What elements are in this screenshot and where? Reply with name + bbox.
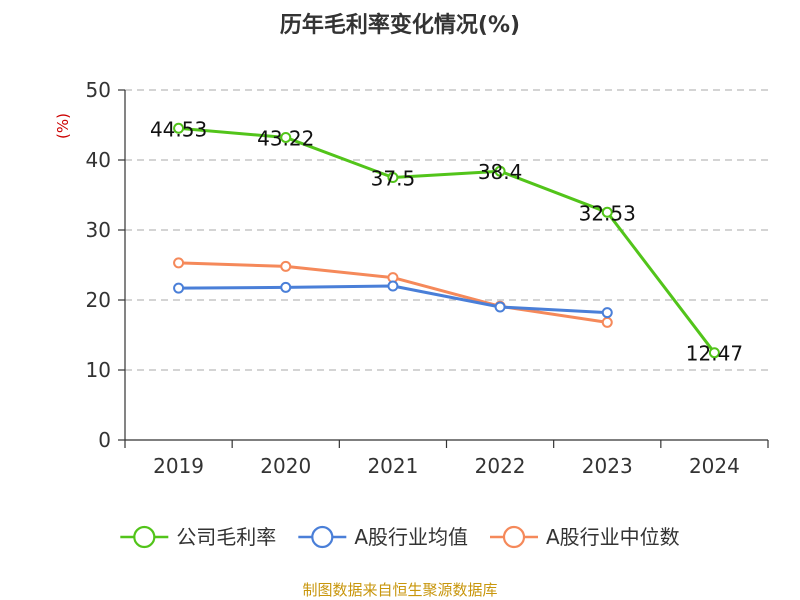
legend-item[interactable]: A股行业均值 [298,525,468,549]
x-tick-label: 2020 [260,454,311,478]
x-tick-label: 2022 [475,454,526,478]
data-labels: 44.53 43.22 37.5 38.4 32.53 12.47 [150,117,743,365]
axes: 0 10 20 30 40 50 2019 2020 2021 2022 2023 2024 [86,78,769,478]
data-point [708,347,720,359]
data-point [601,316,613,328]
x-tick-label: 2024 [689,454,740,478]
y-tick-label: 50 [86,78,111,102]
series-group [173,122,720,359]
legend: 公司毛利率 A股行业均值 A股行业中位数 [120,525,680,549]
legend-item[interactable]: 公司毛利率 [120,525,276,549]
y-tick-label: 20 [86,288,111,312]
legend-marker-icon [502,525,526,549]
data-point [280,260,292,272]
data-point [173,282,185,294]
y-tick-label: 30 [86,218,111,242]
data-label: 43.22 [257,126,314,150]
series-line [178,261,608,324]
data-label: 37.5 [371,167,416,191]
data-label: 12.47 [686,342,743,366]
data-point [280,281,292,293]
y-tick-label: 0 [98,428,111,452]
data-label: 38.4 [478,160,523,184]
data-point [173,257,185,269]
x-tick-label: 2019 [153,454,204,478]
legend-marker-icon [133,525,156,549]
x-tick-label: 2023 [582,454,633,478]
x-tick-label: 2021 [367,454,418,478]
legend-marker-icon [311,525,334,549]
data-label: 32.53 [579,201,636,225]
data-point [601,307,613,319]
legend-label: A股行业均值 [354,525,468,549]
data-point [601,206,613,218]
y-tick-label: 40 [86,148,111,172]
data-point [173,122,185,134]
data-point [494,301,506,313]
chart-title: 历年毛利率变化情况(%) [280,12,520,38]
legend-label: A股行业中位数 [546,525,680,549]
data-point [280,131,292,143]
data-point [387,280,399,292]
legend-label: 公司毛利率 [176,525,276,549]
data-point [387,172,399,183]
source-footer: 制图数据来自恒生聚源数据库 [302,581,497,599]
data-point [494,165,506,177]
y-axis-unit-label: (%) [54,113,72,139]
legend-item[interactable]: A股行业中位数 [490,525,680,549]
series-line [178,126,716,354]
data-label: 44.53 [150,117,207,141]
y-tick-label: 10 [86,358,111,382]
